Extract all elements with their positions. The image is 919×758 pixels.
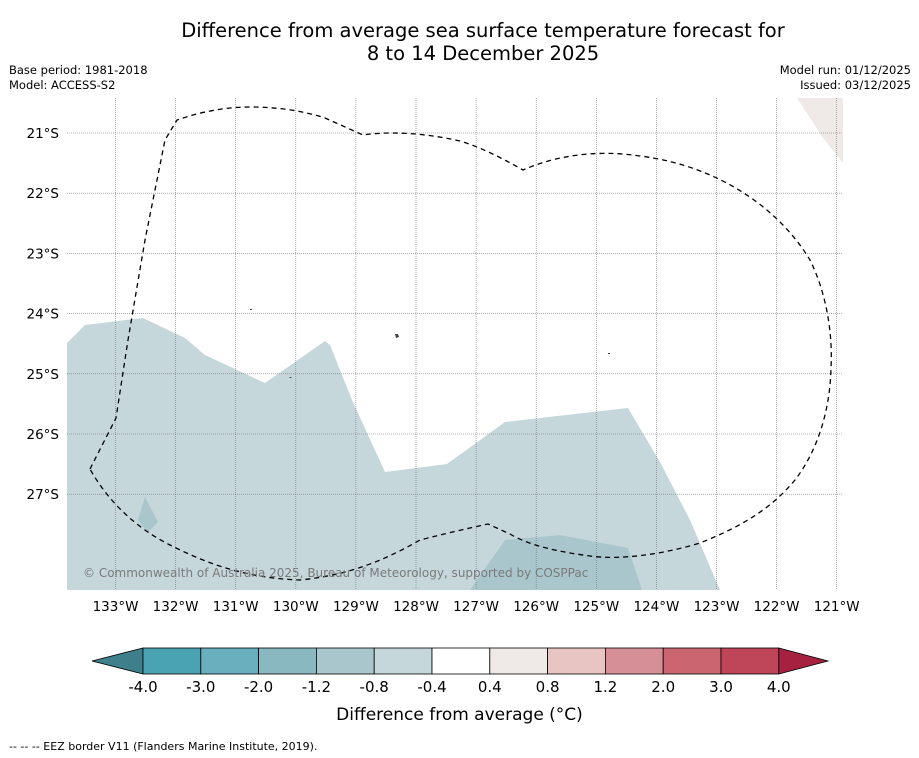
eez-legend-note: -- -- -- EEZ border V11 (Flanders Marine… <box>9 740 318 753</box>
longitude-gridlines <box>115 98 838 590</box>
map-area[interactable]: © Commonwealth of Australia 2025, Bureau… <box>67 98 843 590</box>
colorbar-extend-max <box>778 647 830 675</box>
colorbar-swatch <box>373 647 433 675</box>
lon-label: 132°W <box>153 599 199 615</box>
colorbar-title: Difference from average (°C) <box>336 705 583 725</box>
colorbar-tick-label: 3.0 <box>709 678 733 696</box>
colorbar-swatch <box>662 647 722 675</box>
anomaly-region-light <box>67 318 720 590</box>
issued-date: Issued: 03/12/2025 <box>800 78 911 92</box>
island <box>250 309 252 310</box>
colorbar-swatch <box>605 647 664 675</box>
colorbar-tick-label: 0.4 <box>478 678 502 696</box>
colorbar-tick-label: -0.4 <box>417 678 446 696</box>
lon-label: 126°W <box>513 599 559 615</box>
island <box>608 353 610 354</box>
longitude-labels: 133°W 132°W 131°W 130°W 129°W 128°W 127°W 126°W… <box>93 599 860 615</box>
model-run: Model run: 01/12/2025 <box>779 63 911 77</box>
base-period: Base period: 1981-2018 <box>9 63 148 77</box>
lat-label: 22°S <box>27 186 60 202</box>
map-title: Difference from average sea surface temp… <box>0 19 919 65</box>
meta-right: Model run: 01/12/2025 Issued: 03/12/2025 <box>780 63 911 93</box>
model-name: Model: ACCESS-S2 <box>9 78 116 92</box>
lat-label: 26°S <box>27 427 60 443</box>
title-line-2: 8 to 14 December 2025 <box>366 42 600 65</box>
lat-label: 24°S <box>27 307 60 323</box>
anomaly-region-mid <box>470 535 642 590</box>
colorbar-swatch <box>489 647 548 675</box>
anomaly-patch-small <box>138 497 158 532</box>
island <box>289 377 292 378</box>
lon-label: 123°W <box>694 599 740 615</box>
colorbar-swatch <box>547 647 606 675</box>
colorbar-swatch <box>142 647 202 675</box>
lat-label: 21°S <box>27 126 60 142</box>
colorbar-swatch <box>200 647 260 675</box>
lon-label: 122°W <box>754 599 800 615</box>
lon-label: 125°W <box>573 599 619 615</box>
lon-label: 133°W <box>93 599 139 615</box>
colorbar-tick-label: -3.0 <box>186 678 215 696</box>
island <box>395 334 399 338</box>
colorbar-tick-label: 2.0 <box>651 678 675 696</box>
latitude-labels: 21°S 22°S 23°S 24°S 25°S 26°S 27°S <box>27 126 60 503</box>
colorbar-tick-label: -1.2 <box>302 678 331 696</box>
anomaly-region-warm <box>797 98 843 163</box>
lat-label: 25°S <box>27 367 60 383</box>
colorbar-tick-label: 4.0 <box>767 678 791 696</box>
colorbar-swatch <box>720 647 780 675</box>
colorbar: -4.0 -3.0 -2.0 -1.2 -0.8 -0.4 0.4 0.8 1.2 2.0 3.0 4… <box>91 647 830 696</box>
colorbar-extend-min <box>91 647 144 675</box>
colorbar-tick-label: -0.8 <box>360 678 389 696</box>
meta-left: Base period: 1981-2018 Model: ACCESS-S2 <box>9 63 148 93</box>
lon-label: 130°W <box>273 599 319 615</box>
lat-label: 27°S <box>27 487 60 503</box>
colorbar-tick-label: 0.8 <box>536 678 560 696</box>
colorbar-tick-label: 1.2 <box>593 678 617 696</box>
colorbar-tick-label: -4.0 <box>128 678 157 696</box>
lon-label: 131°W <box>213 599 259 615</box>
colorbar-swatch <box>315 647 375 675</box>
lon-label: 129°W <box>333 599 379 615</box>
lon-label: 127°W <box>453 599 499 615</box>
lon-label: 128°W <box>393 599 439 615</box>
lon-label: 124°W <box>633 599 679 615</box>
copyright-text: © Commonwealth of Australia 2025, Bureau… <box>83 566 588 580</box>
lat-label: 23°S <box>27 246 60 262</box>
title-line-1: Difference from average sea surface temp… <box>181 19 785 42</box>
colorbar-swatch <box>258 647 317 675</box>
colorbar-tick-label: -2.0 <box>244 678 273 696</box>
lon-label: 121°W <box>814 599 860 615</box>
colorbar-swatch <box>431 647 491 675</box>
latitude-gridlines <box>67 132 843 495</box>
